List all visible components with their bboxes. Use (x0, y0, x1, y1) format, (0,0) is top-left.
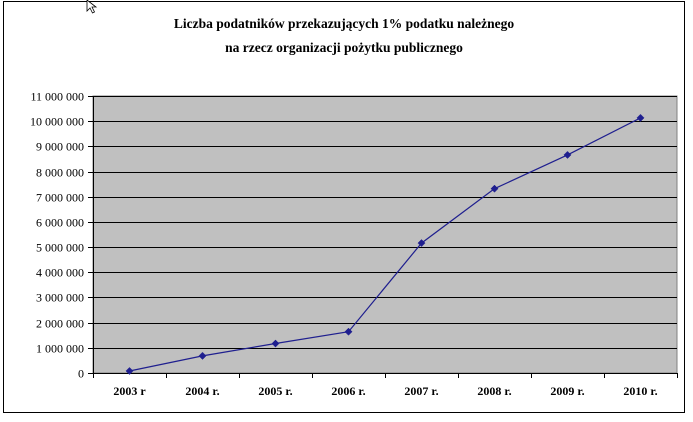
axes (88, 96, 678, 378)
data-point-marker (636, 113, 645, 122)
x-tick-label: 2004 r. (185, 384, 219, 398)
y-tick-label: 11 000 000 (30, 90, 84, 104)
x-tick-label: 2008 r. (477, 384, 511, 398)
x-tick-label: 2005 r. (258, 384, 292, 398)
x-tick-label: 2003 r (113, 384, 146, 398)
y-tick-label: 3 000 000 (36, 291, 84, 305)
x-tick-label: 2006 r. (331, 384, 365, 398)
plot-area (92, 95, 678, 374)
data-point-marker (344, 327, 353, 336)
y-tick-label: 0 (78, 367, 84, 381)
data-point-marker (125, 367, 134, 375)
grid-lines (93, 96, 677, 349)
y-tick-label: 6 000 000 (36, 216, 84, 230)
chart-title-line-2: na rzecz organizacji pożytku publicznego (225, 40, 463, 55)
y-tick-label: 4 000 000 (36, 266, 84, 280)
y-tick-label: 5 000 000 (36, 241, 84, 255)
x-axis-tick-labels: 2003 r 2004 r. 2005 r. 2006 r. 2007 r. 2008 r… (113, 384, 657, 398)
mouse-cursor-icon (86, 0, 98, 14)
y-tick-label: 10 000 000 (30, 115, 84, 129)
x-tick-label: 2010 r. (623, 384, 657, 398)
data-point-marker (417, 239, 426, 248)
y-tick-label: 7 000 000 (36, 191, 84, 205)
y-axis-tick-labels: 0 1 000 000 2 000 000 3 000 000 4 000 000 5 0… (30, 90, 84, 381)
y-tick-label: 1 000 000 (36, 342, 84, 356)
data-point-marker (490, 184, 499, 193)
x-tick-label: 2009 r. (550, 384, 584, 398)
chart-title-line-1: Liczba podatników przekazujących 1% poda… (174, 16, 514, 31)
data-point-marker (198, 351, 207, 360)
x-tick-label: 2007 r. (404, 384, 438, 398)
y-tick-label: 9 000 000 (36, 140, 84, 154)
series-line (129, 117, 641, 372)
data-point-marker (271, 339, 280, 348)
y-tick-label: 2 000 000 (36, 317, 84, 331)
series-layer (125, 113, 645, 375)
data-point-marker (563, 150, 572, 159)
y-tick-label: 8 000 000 (36, 166, 84, 180)
